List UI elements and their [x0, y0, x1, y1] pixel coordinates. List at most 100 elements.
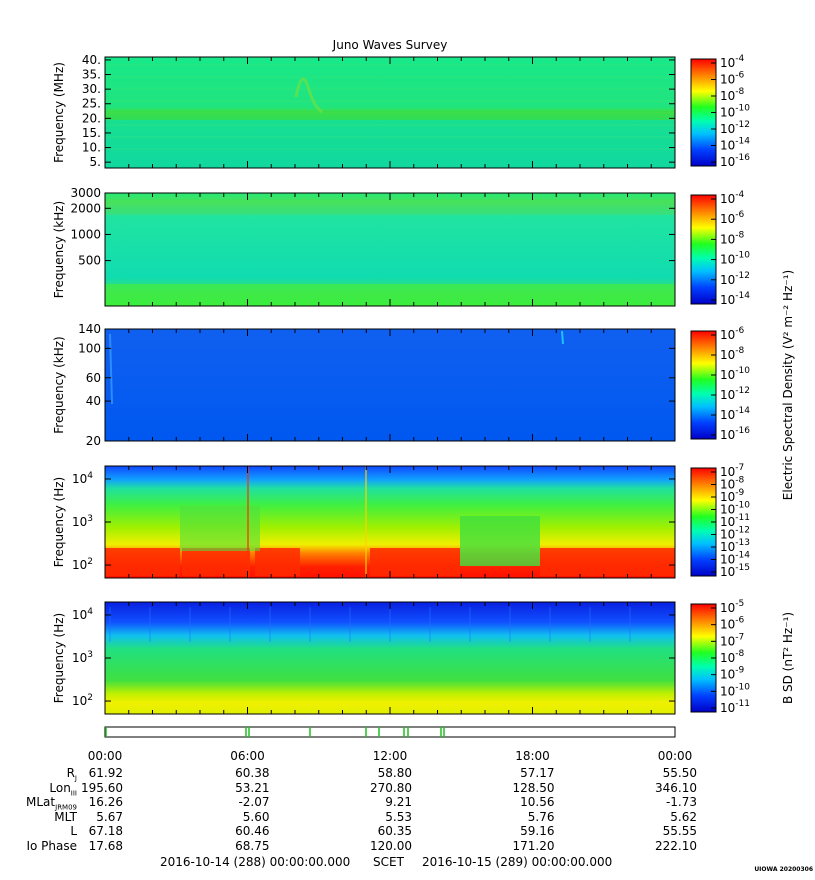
- ephemeris-value: 5.67: [96, 809, 123, 824]
- colorbar-tick-label: 10-7: [720, 632, 744, 648]
- spectrogram-image: [105, 329, 675, 441]
- colorbar-2: 10-4 10-6 10-8 10-10 10-12 10-14: [690, 190, 750, 307]
- y-tick-label: 5.: [90, 155, 101, 169]
- colorbar-tick-label: 10-12: [720, 386, 750, 402]
- x-tick-label: 18:00: [515, 749, 550, 763]
- ephemeris-label: L: [70, 824, 77, 838]
- y-tick-label: 25.: [82, 97, 101, 111]
- colorbar-label: Electric Spectral Density (V² m⁻² Hz⁻¹): [781, 270, 795, 500]
- y-tick-label: 103: [72, 514, 93, 529]
- uiowa-stamp: UIOWA 20200306: [754, 866, 813, 873]
- ephemeris-value: 222.10: [655, 838, 697, 853]
- ephemeris-value: 61.92: [88, 766, 123, 780]
- ephemeris-value: 17.68: [88, 838, 123, 853]
- ephemeris-label: MLT: [54, 809, 77, 824]
- y-tick-label: 10.: [82, 141, 101, 155]
- spectrogram-panel-4: 102 103 104 Frequency (Hz) 10-710-810-910-10…: [52, 463, 750, 579]
- colorbar-tick-label: 10-6: [720, 210, 745, 226]
- colorbar-tick-label: 10-8: [720, 649, 745, 665]
- colorbar-label: B SD (nT² Hz⁻¹): [781, 612, 795, 704]
- colorbar-tick-label: 10-8: [720, 346, 745, 362]
- ephemeris-label: RJ: [66, 766, 77, 783]
- colorbar-tick-label: 10-12: [720, 271, 750, 287]
- ephemeris-value: 195.60: [81, 780, 123, 795]
- y-axis-label: Frequency (MHz): [52, 62, 66, 163]
- colorbar-tick-label: 10-8: [720, 87, 745, 103]
- start-time: 2016-10-14 (288) 00:00:00.000: [160, 855, 351, 869]
- y-tick-label: 103: [72, 650, 93, 665]
- colorbar-tick-label: 10-14: [720, 137, 750, 153]
- orbit-bar: [104, 726, 676, 738]
- ephemeris-value: 128.50: [512, 780, 555, 795]
- colorbar-4: 10-710-810-910-1010-1110-1210-1310-1410-…: [690, 463, 750, 579]
- colorbar-tick-label: 10-6: [720, 71, 745, 87]
- x-tick-label: 00:00: [88, 749, 123, 763]
- ephemeris-value: 9.21: [385, 795, 412, 809]
- colorbar-tick-label: 10-4: [720, 190, 745, 206]
- colorbar-tick-label: 10-11: [720, 699, 750, 715]
- colorbar-tick-label: 10-16: [720, 153, 750, 169]
- y-tick-label: 20: [86, 434, 101, 448]
- y-tick-label: 2000: [70, 201, 101, 215]
- colorbar-tick-label: 10-14: [720, 406, 750, 422]
- y-tick-label: 500: [78, 254, 101, 268]
- ephemeris-value: 53.21: [235, 780, 270, 795]
- x-tick-label: 12:00: [373, 749, 408, 763]
- ephemeris-label: LonIII: [49, 780, 77, 797]
- colorbar-tick-label: 10-4: [720, 54, 745, 70]
- ephemeris-value: -1.73: [665, 795, 697, 809]
- ephemeris-value: 59.16: [520, 824, 555, 838]
- ephemeris-value: 346.10: [655, 780, 697, 795]
- y-tick-label: 102: [72, 693, 93, 708]
- ephemeris-value: 68.75: [235, 838, 270, 853]
- ephemeris-value: 5.76: [527, 809, 555, 824]
- colorbar-tick-label: 10-10: [720, 251, 750, 267]
- colorbar-tick-label: 10-6: [720, 616, 745, 632]
- ephemeris-value: 16.26: [88, 795, 123, 809]
- ephemeris-value: 171.20: [512, 838, 555, 853]
- x-axis: 00:00 06:00 12:00 18:00 00:00: [88, 749, 693, 763]
- colorbar-tick-label: 10-10: [720, 682, 750, 698]
- y-tick-label: 104: [72, 607, 93, 622]
- ephemeris-label: Io Phase: [26, 838, 77, 853]
- x-tick-label: 00:00: [658, 749, 693, 763]
- ephemeris-value: 270.80: [370, 780, 412, 795]
- colorbar-tick-label: 10-9: [720, 666, 745, 682]
- scet-label: SCET: [373, 855, 404, 869]
- chart-title: Juno Waves Survey: [332, 38, 448, 52]
- colorbar-tick-label: 10-8: [720, 230, 745, 246]
- ephemeris-value: 5.53: [385, 809, 412, 824]
- y-tick-label: 15.: [82, 126, 101, 140]
- y-tick-label: 60: [86, 371, 101, 385]
- ephemeris-value: 120.00: [370, 838, 412, 853]
- ephemeris-value: 5.60: [242, 809, 270, 824]
- x-tick-label: 06:00: [230, 749, 265, 763]
- colorbar-tick-label: 10-16: [720, 426, 750, 442]
- y-tick-label: 40.: [82, 53, 101, 67]
- ephemeris-value: 55.55: [662, 824, 697, 838]
- y-tick-label: 40: [86, 394, 101, 408]
- ephemeris-value: 58.80: [377, 766, 412, 780]
- y-tick-label: 104: [72, 471, 93, 486]
- ephemeris-value: 60.46: [235, 824, 270, 838]
- colorbar-tick-label: 10-10: [720, 366, 750, 382]
- colorbar-tick-label: 10-10: [720, 104, 750, 120]
- colorbar-tick-label: 10-15: [720, 563, 750, 579]
- y-tick-label: 3000: [70, 186, 101, 200]
- ephemeris-value: 55.50: [662, 766, 697, 780]
- y-axis-label: Frequency (Hz): [52, 613, 66, 704]
- ephemeris-value: 60.38: [235, 766, 270, 780]
- ephemeris-value: 5.62: [670, 809, 697, 824]
- ephemeris-value: 57.17: [520, 766, 555, 780]
- colorbar-tick-label: 10-5: [720, 599, 744, 615]
- ephemeris-label: MLatJRM09: [26, 795, 77, 812]
- ephemeris-value: 10.56: [520, 795, 555, 809]
- y-axis-label: Frequency (Hz): [52, 477, 66, 568]
- y-tick-label: 102: [72, 557, 93, 572]
- colorbar-tick-label: 10-14: [720, 291, 750, 307]
